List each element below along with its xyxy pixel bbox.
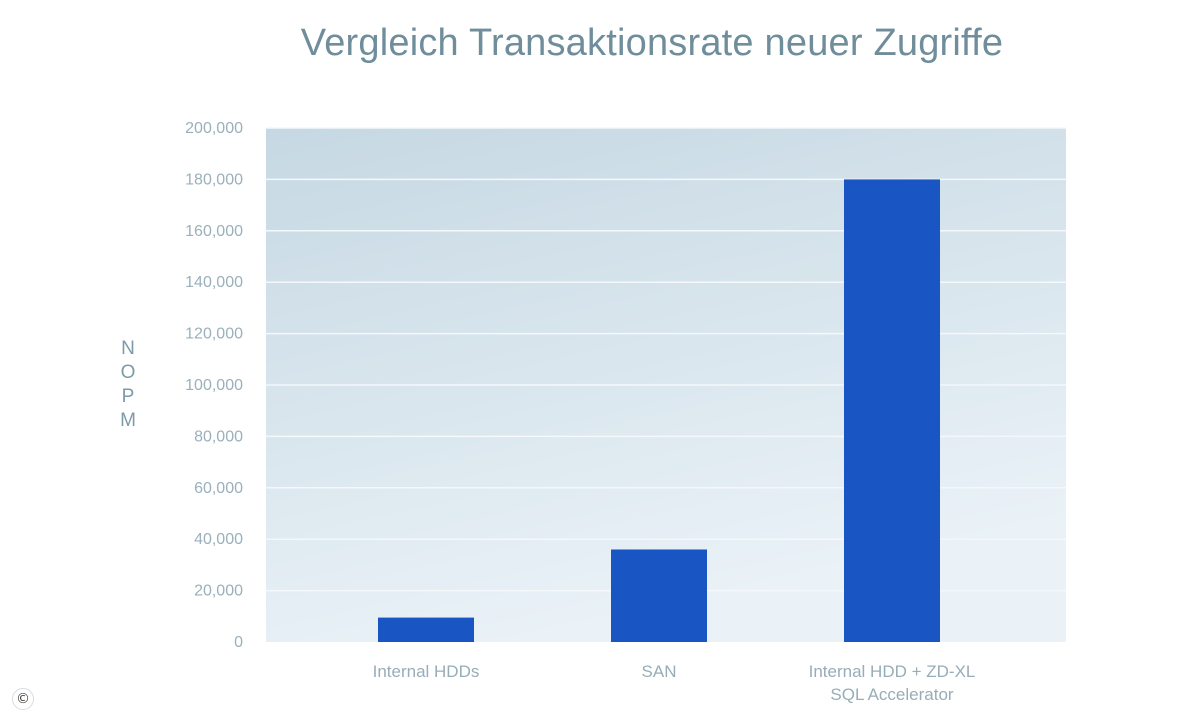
y-tick-label: 160,000 bbox=[185, 223, 243, 240]
x-category-label: SQL Accelerator bbox=[830, 685, 953, 704]
x-axis-categories: Internal HDDs SAN Internal HDD + ZD-XL SQL … bbox=[373, 662, 976, 704]
copyright-badge: © bbox=[12, 688, 34, 710]
x-category-label: Internal HDD + ZD-XL bbox=[809, 662, 976, 681]
y-axis-label: N O P M bbox=[120, 338, 136, 431]
bar bbox=[611, 549, 707, 642]
x-category-label: SAN bbox=[642, 662, 677, 681]
y-tick-label: 200,000 bbox=[185, 120, 243, 137]
bar bbox=[844, 179, 940, 642]
y-axis-ticks: 0 20,000 40,000 60,000 80,000 100,000 120,000 1… bbox=[185, 120, 243, 651]
bars bbox=[378, 179, 940, 642]
y-tick-label: 100,000 bbox=[185, 377, 243, 394]
y-tick-label: 180,000 bbox=[185, 171, 243, 188]
x-category-label: Internal HDDs bbox=[373, 662, 480, 681]
y-tick-label: 40,000 bbox=[194, 531, 243, 548]
y-tick-label: 0 bbox=[234, 634, 243, 651]
y-tick-label: 120,000 bbox=[185, 326, 243, 343]
y-tick-label: 20,000 bbox=[194, 583, 243, 600]
chart-title: Vergleich Transaktionsrate neuer Zugriff… bbox=[300, 22, 1004, 64]
y-tick-label: 140,000 bbox=[185, 274, 243, 291]
y-tick-label: 80,000 bbox=[194, 428, 243, 445]
bar bbox=[378, 617, 474, 642]
y-tick-label: 60,000 bbox=[194, 480, 243, 497]
